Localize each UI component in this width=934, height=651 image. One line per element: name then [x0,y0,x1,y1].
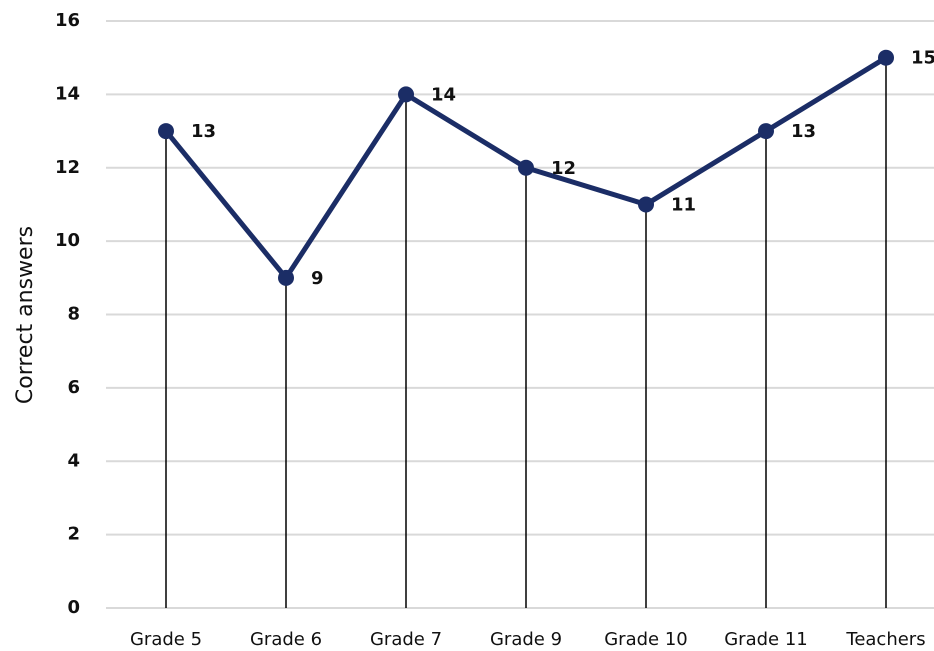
y-tick-label: 10 [55,230,80,251]
x-tick-label: Grade 5 [130,629,202,650]
marker [398,86,414,103]
y-tick-label: 8 [67,304,80,325]
x-tick-label: Grade 10 [604,629,688,650]
y-axis-title: Correct answers [13,226,38,404]
data-label: 13 [191,121,216,142]
y-tick-label: 0 [67,597,80,618]
data-label: 9 [311,268,324,289]
marker [878,49,894,66]
y-tick-label: 16 [55,10,80,31]
y-tick-label: 12 [55,157,80,178]
x-tick-label: Grade 11 [724,629,808,650]
data-label: 12 [551,158,576,179]
x-tick-label: Teachers [845,629,925,650]
marker [758,123,774,140]
data-label: 15 [911,48,934,69]
y-tick-label: 6 [67,377,80,398]
marker [518,159,534,176]
data-label: 11 [671,194,696,215]
y-tick-label: 14 [55,83,80,104]
y-tick-label: 2 [67,524,80,545]
marker [638,196,654,213]
data-label: 14 [431,84,456,105]
x-tick-label: Grade 9 [490,629,562,650]
x-tick-label: Grade 7 [370,629,442,650]
marker [278,269,294,286]
data-label: 13 [791,121,816,142]
x-tick-label: Grade 6 [250,629,322,650]
y-tick-label: 4 [67,450,80,471]
marker [158,123,174,140]
